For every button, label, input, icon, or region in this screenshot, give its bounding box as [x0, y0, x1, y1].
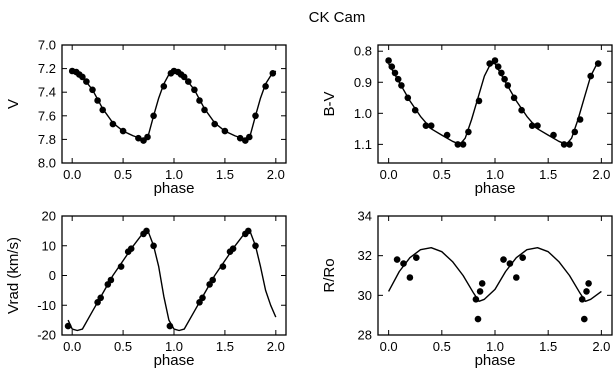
y-axis-label: R/Ro [321, 258, 338, 292]
y-axis-label: B-V [321, 91, 338, 116]
x-tick-label: 0.0 [63, 339, 81, 354]
data-point [585, 280, 592, 287]
x-tick-label: 2.0 [267, 167, 285, 182]
x-tick-label: 0.5 [114, 339, 132, 354]
plot-frame [61, 44, 287, 164]
panel-color-index: 0.0 0.5 1.0 1.5 2.0 0.8 0.9 1.0 1.1 phase B-V [321, 44, 613, 197]
y-tick-label: 32 [358, 248, 372, 263]
y-axis-label: V [5, 99, 22, 109]
y-tick-label: 1.1 [354, 137, 372, 152]
y-tick-label: 7.0 [38, 38, 56, 53]
data-point [246, 133, 253, 141]
data-layer [385, 57, 602, 148]
x-tick-label: 2.0 [592, 167, 610, 182]
x-tick-label: 1.5 [539, 339, 557, 354]
plot-frame [61, 215, 287, 336]
fit-curve [387, 247, 602, 302]
y-tick-label: 34 [358, 209, 372, 224]
y-tick-label: 8.0 [38, 156, 56, 171]
data-point [393, 256, 401, 263]
x-tick-label: 0.5 [114, 167, 132, 182]
panel-radius: 0.0 0.5 1.0 1.5 2.0 28 30 32 34 phase R/Ro [321, 209, 613, 369]
data-layer [64, 227, 277, 332]
x-tick-label: 1.0 [165, 339, 183, 354]
data-point [413, 254, 420, 261]
y-tick-label: 7.6 [38, 108, 56, 123]
panel-v-magnitude: 0.0 0.5 1.0 1.5 2.0 7.0 7.2 7.4 7.6 7.8 8.0 phase V [5, 38, 287, 197]
data-point [400, 260, 407, 267]
x-tick-label: 0.5 [433, 339, 451, 354]
data-layer [68, 67, 277, 144]
data-point [519, 254, 526, 261]
fit-curve [71, 70, 277, 141]
data-point [491, 57, 499, 64]
data-point [109, 120, 117, 128]
x-tick-label: 2.0 [592, 339, 610, 354]
data-point [486, 60, 494, 67]
data-point [476, 288, 484, 295]
y-tick-label: 0.8 [354, 44, 372, 59]
plot-frame [377, 215, 613, 336]
y-tick-label: 7.2 [38, 61, 56, 76]
x-axis-label: phase [475, 180, 516, 197]
y-tick-label: 28 [358, 328, 372, 343]
y-tick-label: 10 [42, 238, 56, 253]
y-tick-label: 30 [358, 288, 372, 303]
y-tick-label: 0.9 [354, 75, 372, 90]
data-point [144, 133, 151, 141]
x-tick-label: 1.5 [539, 167, 557, 182]
data-point [578, 296, 586, 303]
data-point [581, 315, 588, 323]
fit-curve [67, 231, 277, 332]
y-tick-label: -20 [37, 328, 56, 343]
y-tick-label: 1.0 [354, 106, 372, 121]
x-tick-label: 0.0 [380, 167, 398, 182]
y-tick-label: 7.8 [38, 132, 56, 147]
data-point [506, 260, 514, 267]
y-tick-label: 20 [42, 209, 56, 224]
y-tick-label: 0 [49, 268, 56, 283]
data-point [406, 274, 414, 281]
y-axis-label: Vrad (km/s) [5, 237, 22, 314]
x-tick-label: 1.5 [216, 167, 234, 182]
data-point [211, 120, 218, 128]
panel-radial-velocity: 0.0 0.5 1.0 1.5 2.0 -20 -10 0 10 20 phase Vrad (km/… [5, 209, 287, 369]
figure-title: CK Cam [309, 9, 366, 26]
x-tick-label: 1.0 [165, 167, 183, 182]
data-layer [387, 247, 602, 323]
x-tick-label: 1.5 [216, 339, 234, 354]
x-tick-label: 1.0 [486, 167, 504, 182]
x-axis-label: phase [475, 352, 516, 369]
x-tick-label: 2.0 [267, 339, 285, 354]
data-point [385, 57, 392, 64]
x-tick-label: 0.5 [433, 167, 451, 182]
data-point [583, 288, 590, 295]
data-point [513, 274, 520, 281]
data-point [474, 315, 482, 323]
x-tick-label: 0.0 [380, 339, 398, 354]
x-axis-label: phase [154, 352, 195, 369]
x-tick-label: 1.0 [486, 339, 504, 354]
x-tick-label: 0.0 [63, 167, 81, 182]
data-point [472, 296, 480, 303]
fit-curve [387, 62, 602, 146]
data-point [500, 256, 507, 263]
data-point [478, 280, 486, 287]
y-tick-label: 7.4 [38, 85, 56, 100]
x-axis-label: phase [154, 180, 195, 197]
y-tick-label: -10 [37, 298, 56, 313]
